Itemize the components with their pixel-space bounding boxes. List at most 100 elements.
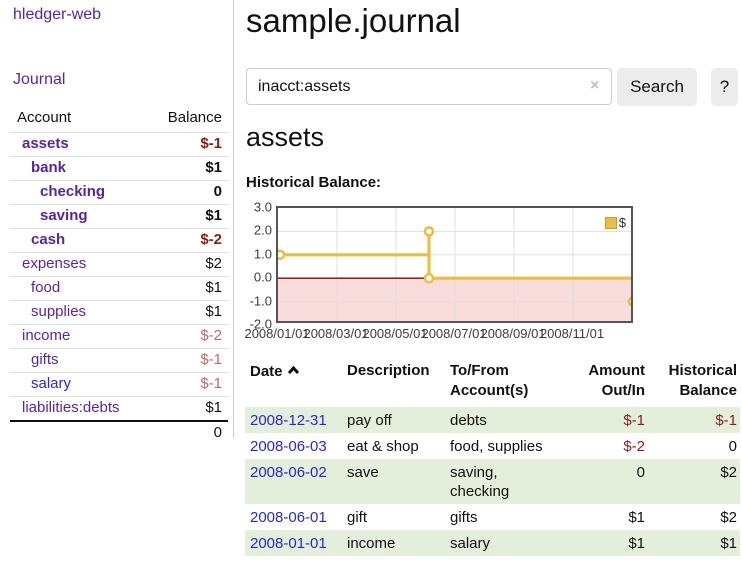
transaction-balance: $-1 (715, 411, 737, 429)
y-tick: -2.0 (249, 316, 272, 332)
y-tick: -1.0 (249, 293, 272, 309)
search-button[interactable]: Search (617, 68, 697, 106)
account-row-liabilities-debts[interactable]: liabilities:debts $1 (10, 395, 228, 421)
y-tick: 3.0 (253, 199, 272, 215)
account-balance: 0 (150, 179, 228, 204)
transaction-accounts: saving, checking (450, 463, 510, 500)
transaction-description: save (347, 463, 379, 481)
transaction-amount: $1 (628, 508, 645, 526)
transaction-date-link[interactable]: 2008-12-31 (250, 411, 327, 429)
x-tick: 2008/01/01 (244, 326, 310, 341)
transaction-accounts: salary (450, 534, 491, 552)
balance-column-header: Historical Balance (668, 362, 737, 399)
account-balance: $-1 (150, 131, 228, 156)
table-row[interactable]: 2008-06-03 eat & shop food, supplies $-2… (245, 433, 740, 459)
account-column-header: Account (10, 106, 151, 133)
transaction-balance: $1 (720, 534, 737, 552)
date-column-header[interactable]: Date (245, 359, 342, 407)
help-button[interactable]: ? (711, 68, 738, 106)
transaction-description: gift (347, 508, 368, 526)
transaction-amount: $-1 (623, 411, 645, 429)
account-balance: $1 (150, 275, 228, 300)
transaction-accounts: debts (450, 411, 487, 429)
sort-ascending-icon (287, 361, 300, 381)
register-table: Date Description To/From Account(s) Amou… (245, 359, 740, 556)
account-balance: $-2 (150, 227, 228, 252)
balance-chart[interactable]: $ (276, 206, 633, 323)
transaction-date-link[interactable]: 2008-06-03 (250, 437, 327, 455)
accounts-total-row: 0 (10, 419, 228, 445)
transaction-date-link[interactable]: 2008-06-02 (250, 463, 327, 481)
transaction-balance: $2 (720, 508, 737, 526)
tofrom-column-header: To/From Account(s) (450, 362, 529, 399)
account-balance: $2 (150, 251, 228, 276)
account-row-cash[interactable]: cash $-2 (10, 227, 228, 252)
account-row-supplies[interactable]: supplies $1 (10, 299, 228, 324)
account-row-expenses[interactable]: expenses $2 (10, 251, 228, 276)
legend-swatch-icon (604, 216, 617, 229)
transaction-amount: 0 (636, 463, 645, 481)
account-link-saving[interactable]: saving (40, 207, 88, 224)
account-balance: $1 (150, 299, 228, 324)
search-input[interactable] (246, 68, 612, 105)
account-balance: $1 (150, 155, 228, 180)
account-row-checking[interactable]: checking 0 (10, 179, 228, 204)
account-balance: $1 (150, 395, 228, 421)
account-row-assets[interactable]: assets $-1 (10, 131, 228, 156)
table-row[interactable]: 2008-01-01 income salary $1 $1 (245, 530, 740, 556)
account-tree: Account Balance assets $-1 bank $1 check… (10, 106, 228, 445)
account-link-income[interactable]: income (22, 327, 71, 344)
account-balance: $-1 (150, 371, 228, 396)
account-link-liabilities-debts[interactable]: liabilities:debts (22, 399, 120, 416)
transaction-balance: 0 (728, 437, 737, 455)
account-link-food[interactable]: food (31, 279, 61, 296)
account-balance: $1 (150, 203, 228, 228)
clear-search-icon[interactable]: × (590, 77, 600, 94)
description-column-header[interactable]: Description (347, 362, 430, 379)
transaction-description: eat & shop (347, 437, 419, 455)
x-tick: 2008/07/01 (421, 326, 487, 341)
accounts-total: 0 (150, 419, 228, 445)
y-tick: 2.0 (253, 222, 272, 238)
account-row-income[interactable]: income $-2 (10, 323, 228, 348)
account-row-saving[interactable]: saving $1 (10, 203, 228, 228)
account-balance: $-1 (150, 347, 228, 372)
x-tick: 2008/05/01 (362, 326, 428, 341)
app-title-link[interactable]: hledger-web (13, 6, 102, 23)
account-row-salary[interactable]: salary $-1 (10, 371, 228, 396)
account-link-salary[interactable]: salary (31, 375, 72, 392)
transaction-accounts: gifts (450, 508, 478, 526)
register-header-row: Date Description To/From Account(s) Amou… (245, 359, 740, 407)
account-link-expenses[interactable]: expenses (22, 255, 87, 272)
chart-legend: $ (604, 215, 626, 230)
account-row-food[interactable]: food $1 (10, 275, 228, 300)
legend-label: $ (618, 215, 626, 230)
account-link-supplies[interactable]: supplies (31, 303, 87, 320)
table-row[interactable]: 2008-06-01 gift gifts $1 $2 (245, 504, 740, 530)
transaction-date-link[interactable]: 2008-01-01 (250, 534, 327, 552)
account-link-assets[interactable]: assets (22, 135, 69, 152)
account-link-cash[interactable]: cash (31, 231, 66, 248)
table-row[interactable]: 2008-06-02 save saving, checking 0 $2 (245, 459, 740, 504)
y-tick: 0.0 (253, 269, 272, 285)
account-link-gifts[interactable]: gifts (31, 351, 59, 368)
account-link-bank[interactable]: bank (31, 159, 67, 176)
account-row-bank[interactable]: bank $1 (10, 155, 228, 180)
account-balance: $-2 (150, 323, 228, 348)
transaction-description: income (347, 534, 396, 552)
account-row-gifts[interactable]: gifts $-1 (10, 347, 228, 372)
page-title: sample.journal (246, 2, 461, 39)
x-tick: 2008/09/01 (480, 326, 546, 341)
x-tick: 2008/11/01 (539, 326, 605, 341)
data-point-markers (278, 226, 631, 307)
transaction-balance: $2 (720, 463, 737, 481)
table-row[interactable]: 2008-12-31 pay off debts $-1 $-1 (245, 407, 740, 433)
account-link-checking[interactable]: checking (40, 183, 106, 200)
transaction-date-link[interactable]: 2008-06-01 (250, 508, 327, 526)
amount-column-header: Amount Out/In (588, 362, 645, 399)
balance-column-header: Balance (150, 106, 228, 133)
account-tree-header: Account Balance (10, 106, 228, 133)
transaction-accounts: food, supplies (450, 437, 543, 455)
sidebar-item-journal[interactable]: Journal (13, 71, 66, 88)
transaction-amount: $1 (628, 534, 645, 552)
